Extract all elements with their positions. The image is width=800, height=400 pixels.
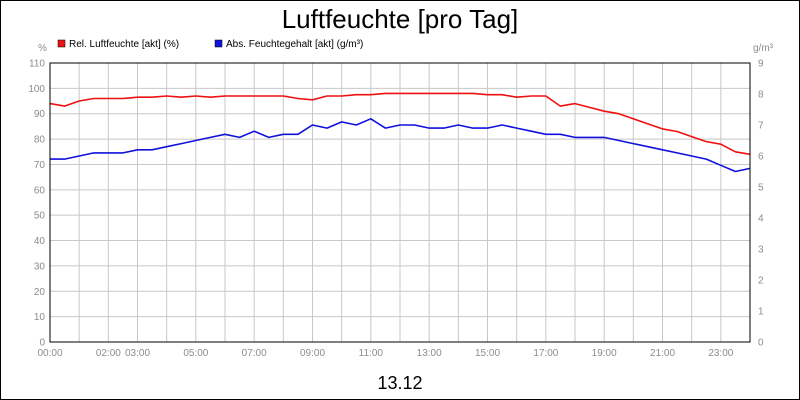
x-tick-label: 21:00	[650, 348, 675, 359]
right-tick-label: 1	[758, 307, 764, 318]
right-tick-label: 8	[758, 90, 764, 101]
legend: Rel. Luftfeuchte [akt] (%) Abs. Feuchteg…	[57, 39, 363, 50]
right-tick-label: 4	[758, 214, 764, 225]
legend-swatch-rel-humidity	[57, 39, 66, 48]
x-tick-label: 13:00	[417, 348, 442, 359]
legend-label-rel-humidity: Rel. Luftfeuchte [akt] (%)	[69, 39, 179, 50]
left-tick-label: 10	[34, 312, 46, 323]
left-tick-label: 90	[34, 109, 46, 120]
left-tick-label: 100	[28, 84, 45, 95]
right-tick-label: 0	[758, 338, 764, 349]
right-axis-unit: g/m³	[753, 43, 774, 54]
right-axis-ticks: 0 1 2 3 4 5 6 7 8 9	[758, 59, 764, 349]
left-tick-label: 80	[34, 135, 46, 146]
left-tick-label: 50	[34, 211, 46, 222]
right-tick-label: 9	[758, 59, 764, 70]
series-line-rel-humidity	[49, 92, 751, 156]
chart-title: Luftfeuchte [pro Tag]	[282, 4, 519, 34]
x-tick-label: 11:00	[359, 348, 384, 359]
x-tick-label: 05:00	[183, 348, 208, 359]
left-tick-label: 30	[34, 261, 46, 272]
x-tick-label: 02:00	[96, 348, 121, 359]
x-tick-label: 07:00	[242, 348, 267, 359]
date-label: 13.12	[377, 373, 422, 393]
left-tick-label: 60	[34, 185, 46, 196]
legend-label-abs-humidity: Abs. Feuchtegehalt [akt] (g/m³)	[226, 39, 363, 50]
left-tick-label: 20	[34, 287, 46, 298]
right-tick-label: 6	[758, 152, 764, 163]
series-lines	[49, 92, 751, 173]
series-line-abs-humidity	[50, 118, 751, 173]
legend-swatch-abs-humidity	[214, 39, 223, 48]
right-tick-label: 3	[758, 245, 764, 256]
left-axis-unit: %	[38, 43, 47, 54]
right-tick-label: 5	[758, 183, 764, 194]
right-tick-label: 7	[758, 121, 764, 132]
left-tick-label: 40	[34, 236, 46, 247]
x-tick-label: 23:00	[708, 348, 733, 359]
left-tick-label: 0	[39, 338, 45, 349]
left-axis-ticks: 0 10 20 30 40 50 60 70 80 90 100 110	[28, 59, 45, 349]
left-tick-label: 70	[34, 160, 46, 171]
x-tick-label: 00:00	[37, 348, 62, 359]
x-tick-label: 15:00	[475, 348, 500, 359]
grid	[50, 63, 750, 342]
left-tick-label: 110	[29, 59, 45, 70]
right-tick-label: 2	[758, 276, 764, 287]
x-tick-label: 09:00	[300, 348, 325, 359]
x-axis-ticks: 00:00 02:00 03:00 05:00 07:00 09:00 11:00 13:00…	[37, 348, 733, 359]
plot-area-border	[49, 62, 751, 343]
x-tick-label: 19:00	[592, 348, 617, 359]
x-tick-label: 03:00	[125, 348, 150, 359]
x-tick-label: 17:00	[533, 348, 558, 359]
